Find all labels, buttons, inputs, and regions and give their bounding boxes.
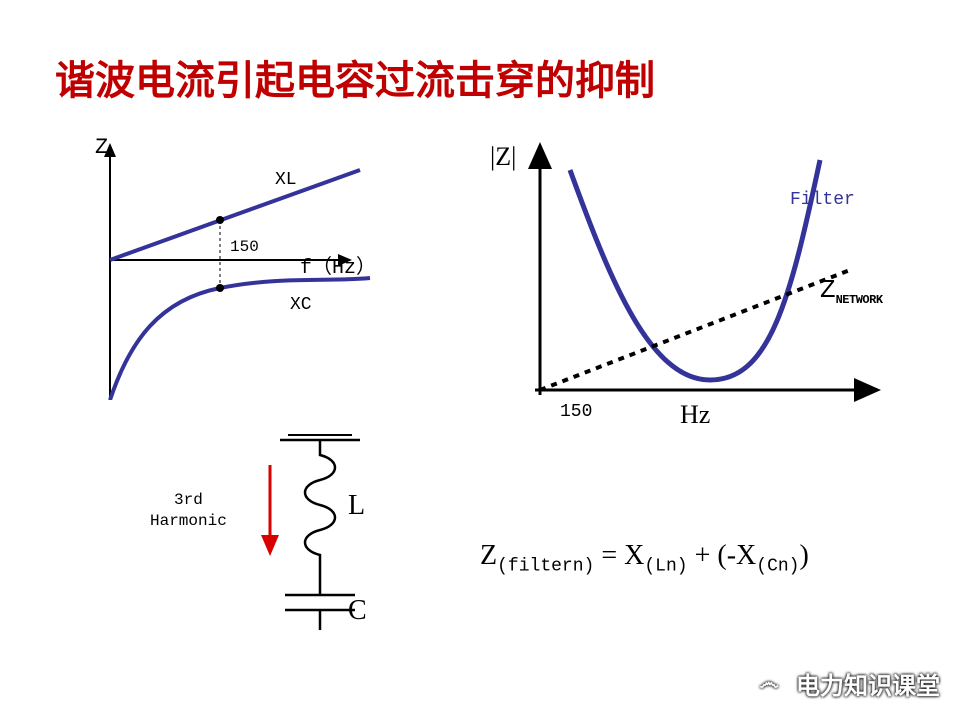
tick-150-left: 150 [230, 238, 259, 256]
f-axis-label: f（Hz） [300, 250, 376, 280]
xl-label: XL [275, 170, 297, 190]
lc-circuit [210, 430, 410, 670]
page-title: 谐波电流引起电容过流击穿的抑制 [55, 48, 655, 106]
filter-label: Filter [790, 190, 855, 210]
z-axis-label: Z [95, 135, 108, 160]
filter-curve [570, 160, 820, 380]
watermark: ෴ 电力知识课堂 [750, 664, 940, 702]
harmonic-label: 3rdHarmonic [150, 490, 227, 532]
filter-formula: Z(filtern) = X(Ln) + (-X(Cn)) [480, 540, 809, 577]
c-label: C [348, 595, 367, 627]
xc-curve [110, 278, 370, 400]
inductor [305, 440, 335, 595]
wechat-icon: ෴ [750, 664, 788, 702]
znetwork-label: ZNETWORK [820, 275, 883, 307]
znetwork-line [540, 270, 850, 390]
zmag-label: |Z| [490, 142, 516, 172]
l-label: L [348, 490, 365, 522]
dot-xc [216, 284, 224, 292]
hz-label: Hz [680, 400, 710, 430]
tick-150-right: 150 [560, 402, 592, 422]
xc-label: XC [290, 295, 312, 315]
watermark-text: 电力知识课堂 [796, 666, 940, 701]
dot-xl [216, 216, 224, 224]
